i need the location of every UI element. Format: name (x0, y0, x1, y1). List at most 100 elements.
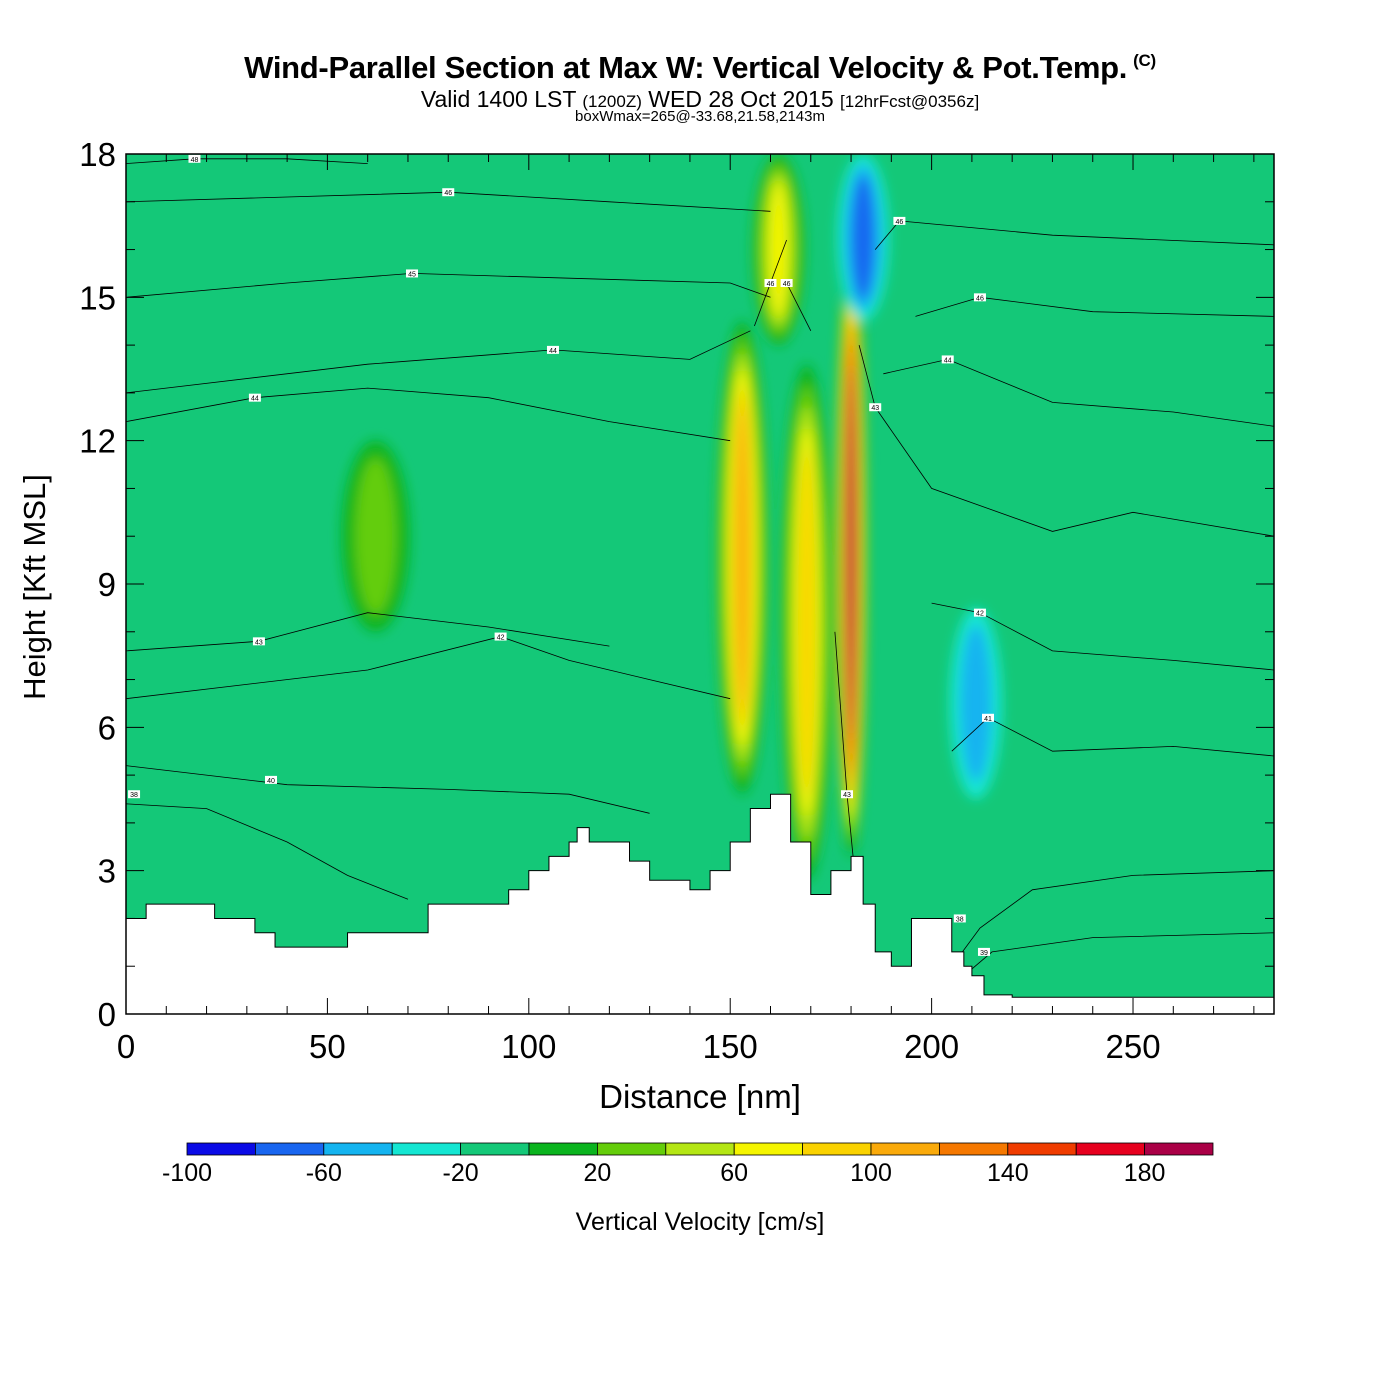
title-main-text: Wind-Parallel Section at Max W: Vertical… (244, 50, 1128, 85)
theta-label-48: 48 (191, 157, 199, 164)
x-tick-label: 200 (904, 1028, 959, 1065)
theta-label-44: 44 (944, 357, 952, 364)
x-tick-label: 250 (1105, 1028, 1160, 1065)
colorbar: -100 -60 -20 20 60 100 140 180 (162, 1142, 1214, 1187)
colorbar-tick-label: 20 (583, 1159, 611, 1187)
x-axis-label: Distance [nm] (599, 1078, 801, 1115)
theta-contour-42 (931, 602, 1274, 671)
theta-label-39: 39 (980, 950, 988, 957)
valid-time: Valid 1400 LST (1200Z) WED 28 Oct 2015 [… (0, 86, 1400, 113)
theta-label-bg-4 (982, 713, 995, 722)
velocity-feature-0-level-5 (736, 403, 749, 713)
y-tick-label: 3 (98, 853, 116, 890)
theta-label-bg-0 (128, 790, 141, 799)
velocity-feature-4-level-2 (851, 175, 875, 300)
theta-label-bg-8 (841, 790, 854, 799)
theta-label-38: 38 (956, 916, 964, 923)
colorbar-tick-label: -20 (443, 1159, 479, 1187)
theta-label-44: 44 (251, 396, 259, 403)
colorbar-tick-label: 140 (987, 1159, 1029, 1187)
theta-label-46: 46 (444, 190, 452, 197)
y-tick-label: 18 (79, 136, 116, 173)
y-axis-label: Height [Kft MSL] (17, 474, 52, 700)
theta-label-42: 42 (497, 635, 505, 642)
valid-date: WED 28 Oct 2015 (648, 86, 834, 112)
theta-label-bg-16 (780, 279, 793, 287)
theta-label-bg-2 (977, 947, 990, 956)
theta-label-46: 46 (783, 281, 791, 288)
colorbar-swatch-7 (665, 1142, 735, 1156)
theta-label-46: 46 (895, 219, 903, 226)
colorbar-swatch-2 (323, 1142, 393, 1156)
theta-contour-38 (951, 870, 1274, 967)
theta-label-43: 43 (255, 639, 263, 646)
colorbar-swatch-1 (254, 1142, 325, 1156)
velocity-feature-2-level-9 (847, 366, 856, 740)
colorbar-swatch-6 (597, 1142, 667, 1156)
theta-label-43: 43 (843, 792, 851, 799)
theta-label-bg-3 (265, 775, 278, 784)
y-tick-label: 9 (98, 566, 116, 603)
forecast-info: [12hrFcst@0356z] (840, 92, 980, 111)
colorbar-swatch-0 (186, 1142, 256, 1156)
theta-label-bg-11 (546, 345, 559, 354)
axes: 0 50 100 150 200 250 0 3 6 9 12 15 18 (79, 136, 1274, 1065)
copyright-mark: (C) (1133, 51, 1156, 70)
colorbar-swatch-4 (460, 1142, 530, 1156)
colorbar-swatch-8 (733, 1142, 804, 1156)
theta-label-40: 40 (267, 778, 275, 785)
velocity-field-background (126, 154, 1274, 1014)
velocity-feature-1-level-4 (799, 448, 814, 796)
y-tick-label: 15 (79, 279, 116, 316)
x-tick-label: 100 (501, 1028, 556, 1065)
chart-title: Wind-Parallel Section at Max W: Vertical… (0, 50, 1400, 86)
theta-label-bg-14 (442, 188, 455, 197)
theta-label-bg-6 (973, 608, 986, 617)
theta-label-bg-10 (248, 393, 261, 402)
colorbar-label: Vertical Velocity [cm/s] (575, 1208, 825, 1236)
x-tick-label: 50 (309, 1028, 346, 1065)
x-tick-label: 0 (117, 1028, 135, 1065)
velocity-feature-5-level-1 (960, 625, 992, 782)
theta-label-bg-19 (188, 154, 201, 163)
theta-contour-46 (786, 282, 812, 331)
colorbar-swatch-14 (1144, 1142, 1214, 1156)
theta-contour-38 (126, 803, 409, 900)
theta-contour-45 (126, 272, 771, 298)
theta-label-45: 45 (408, 271, 416, 278)
valid-utc: (1200Z) (582, 92, 642, 111)
theta-label-bg-5 (494, 632, 507, 641)
theta-contour-39 (963, 932, 1274, 977)
colorbar-tick-label: -60 (306, 1159, 342, 1187)
theta-label-bg-17 (893, 216, 906, 225)
theta-label-bg-1 (953, 914, 966, 923)
valid-prefix: Valid 1400 LST (420, 86, 576, 112)
theta-label-bg-13 (405, 269, 418, 278)
theta-label-38: 38 (130, 792, 138, 799)
colorbar-tick-label: 180 (1124, 1159, 1166, 1187)
theta-contour-44 (126, 387, 731, 442)
theta-contour-44 (883, 358, 1274, 427)
colorbar-swatch-5 (528, 1142, 598, 1156)
theta-label-46: 46 (767, 281, 775, 288)
colorbar-tick-label: 60 (720, 1159, 748, 1187)
colorbar-swatch-3 (391, 1142, 462, 1156)
colorbar-tick-label: -100 (162, 1159, 212, 1187)
theta-contour-40 (126, 765, 650, 814)
y-tick-label: 6 (98, 709, 116, 746)
y-tick-label: 12 (79, 423, 116, 460)
theta-contour-43 (126, 612, 610, 652)
theta-label-bg-15 (764, 279, 777, 287)
velocity-feature-8-level-1 (355, 457, 397, 615)
theta-label-41: 41 (984, 716, 992, 723)
theta-label-bg-18 (973, 293, 986, 302)
theta-contour-46 (915, 296, 1274, 317)
theta-label-46: 46 (976, 295, 984, 302)
terrain (126, 793, 1274, 1014)
theta-label-44: 44 (549, 348, 557, 355)
colorbar-tick-label: 100 (850, 1159, 892, 1187)
theta-label-bg-7 (252, 637, 265, 646)
colorbar-swatch-11 (939, 1142, 1009, 1156)
theta-label-43: 43 (871, 405, 879, 412)
